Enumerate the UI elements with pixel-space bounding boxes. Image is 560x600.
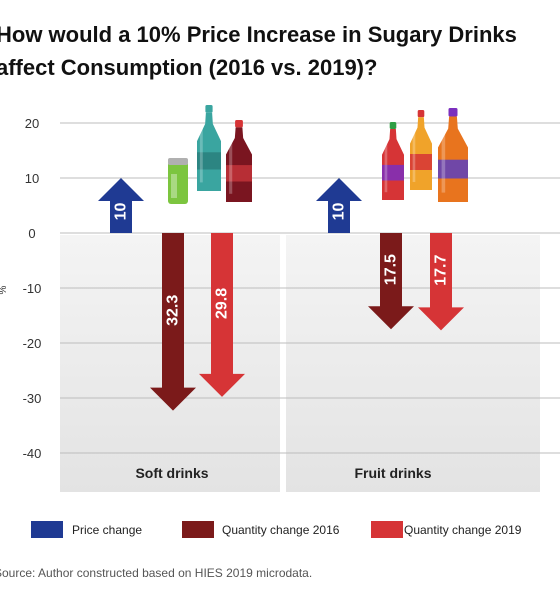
y-tick-label: -20 bbox=[23, 336, 42, 351]
legend-label: Quantity change 2019 bbox=[404, 523, 522, 537]
bottle-cap bbox=[205, 105, 213, 113]
orange-juice-bottle-icon bbox=[410, 110, 432, 190]
source-note: Source: Author constructed based on HIES… bbox=[0, 566, 313, 580]
arrow-q2016 bbox=[368, 233, 414, 330]
red-juice-bottle-icon bbox=[382, 122, 404, 200]
bottle-shine bbox=[199, 126, 203, 183]
bottle-cap bbox=[389, 122, 397, 130]
category-panel bbox=[286, 235, 540, 492]
legend-item: Quantity change 2016 bbox=[182, 521, 340, 538]
y-tick-label: 20 bbox=[25, 116, 39, 131]
legend-item: Quantity change 2019 bbox=[371, 521, 522, 538]
cola-bottle-icon bbox=[226, 120, 252, 202]
legend-swatch bbox=[371, 521, 403, 538]
can-lid bbox=[168, 158, 188, 165]
legend-item: Price change bbox=[31, 521, 142, 538]
arrow-price bbox=[98, 178, 144, 233]
y-tick-label: 0 bbox=[28, 226, 35, 241]
y-tick-label: -10 bbox=[23, 281, 42, 296]
data-label: 29.8 bbox=[214, 288, 231, 319]
data-label: 10 bbox=[113, 203, 130, 221]
bottle-label bbox=[226, 165, 252, 182]
data-label: 32.3 bbox=[165, 295, 182, 326]
teal-bottle-icon bbox=[197, 105, 221, 191]
legend-swatch bbox=[31, 521, 63, 538]
arrow-q2016 bbox=[150, 233, 196, 411]
bottle-cap bbox=[417, 110, 425, 118]
bottle-shine bbox=[412, 130, 416, 182]
soda-can-icon bbox=[168, 158, 188, 204]
bottle-shine bbox=[441, 131, 446, 193]
arrow-q2019 bbox=[199, 233, 245, 397]
bottle-body bbox=[382, 129, 404, 200]
can-shine bbox=[171, 174, 177, 198]
bottle-body bbox=[197, 112, 221, 191]
y-tick-label: -40 bbox=[23, 446, 42, 461]
data-label: 17.7 bbox=[433, 255, 450, 286]
y-axis-label: % bbox=[0, 285, 9, 294]
arrow-price bbox=[316, 178, 362, 233]
category-label: Fruit drinks bbox=[354, 465, 431, 481]
chart-title-line-1: How would a 10% Price Increase in Sugary… bbox=[0, 22, 517, 47]
legend-swatch bbox=[182, 521, 214, 538]
legend-label: Price change bbox=[72, 523, 142, 537]
bottle-body bbox=[410, 117, 432, 190]
legend-label: Quantity change 2016 bbox=[222, 523, 340, 537]
bottle-label bbox=[438, 159, 468, 179]
can-body bbox=[168, 162, 188, 204]
data-label: 17.5 bbox=[383, 254, 400, 285]
bottle-label bbox=[410, 154, 432, 170]
bottle-shine bbox=[229, 140, 233, 194]
bottle-shine bbox=[384, 141, 388, 193]
bottle-cap bbox=[235, 120, 243, 128]
bottle-label bbox=[382, 164, 404, 181]
data-label: 10 bbox=[331, 203, 348, 221]
bottle-body bbox=[438, 116, 468, 202]
category-label: Soft drinks bbox=[135, 465, 208, 481]
bottle-label bbox=[197, 152, 221, 170]
y-tick-label: -30 bbox=[23, 391, 42, 406]
y-tick-label: 10 bbox=[25, 171, 39, 186]
bottle-body bbox=[226, 127, 252, 202]
arrow-q2019 bbox=[418, 233, 464, 331]
purple-cap-bottle-icon bbox=[438, 108, 468, 202]
chart-title-line-2: affect Consumption (2016 vs. 2019)? bbox=[0, 55, 378, 80]
bottle-cap bbox=[448, 108, 458, 117]
